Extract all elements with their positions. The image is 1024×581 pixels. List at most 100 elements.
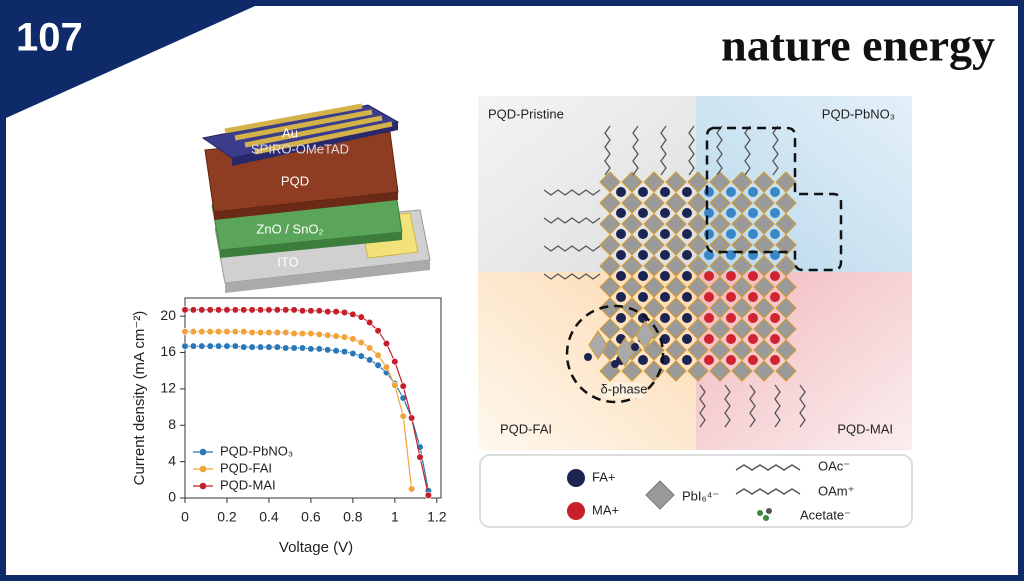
- cation: [770, 355, 780, 365]
- data-point: [240, 343, 248, 351]
- cation: [660, 208, 670, 218]
- legend-swatch: [199, 465, 207, 473]
- cation: [726, 208, 736, 218]
- cation: [638, 208, 648, 218]
- data-point: [340, 333, 349, 341]
- legend-swatch: [199, 448, 207, 456]
- octahedron: [643, 234, 665, 256]
- octahedron: [599, 297, 621, 319]
- octahedron: [599, 171, 621, 193]
- octahedron: [731, 318, 753, 340]
- cation: [748, 292, 758, 302]
- ligand-chain: [749, 384, 756, 428]
- delta-octahedron: [615, 337, 635, 367]
- octahedron: [665, 255, 687, 277]
- cation: [770, 292, 780, 302]
- octahedron: [687, 255, 709, 277]
- data-point: [324, 308, 332, 316]
- cation: [616, 208, 626, 218]
- cation: [748, 208, 758, 218]
- cation: [726, 313, 736, 323]
- data-point: [198, 306, 206, 314]
- cation: [616, 229, 626, 239]
- data-point: [290, 344, 298, 352]
- ligand-chain: [699, 384, 706, 428]
- data-point: [315, 307, 323, 315]
- data-point: [332, 308, 340, 316]
- data-point: [307, 307, 315, 315]
- octahedron: [753, 234, 775, 256]
- octahedron: [643, 339, 665, 361]
- ligand-chain: [772, 125, 779, 176]
- data-point: [357, 338, 365, 347]
- octahedron: [775, 360, 797, 382]
- cation: [748, 187, 758, 197]
- data-point: [340, 348, 349, 356]
- plot-frame: [184, 297, 442, 499]
- ligand-chain: [543, 245, 601, 252]
- data-point: [391, 381, 399, 389]
- octahedron: [621, 276, 643, 298]
- octahedron: [665, 276, 687, 298]
- octahedron: [709, 297, 731, 319]
- x-tick-label: 1.2: [427, 509, 447, 525]
- cation: [682, 313, 692, 323]
- cation: [704, 292, 714, 302]
- journal-name: nature energy: [721, 20, 995, 71]
- octahedron: [687, 297, 709, 319]
- cation: [726, 187, 736, 197]
- data-point: [416, 453, 424, 461]
- data-point: [181, 328, 189, 336]
- data-point: [349, 349, 357, 358]
- data-point: [206, 306, 214, 314]
- ligand-chain: [716, 125, 723, 176]
- y-tick-label: 16: [160, 343, 176, 359]
- data-point: [399, 412, 407, 420]
- data-point: [181, 342, 189, 350]
- data-point: [357, 352, 365, 360]
- y-tick-label: 20: [160, 307, 176, 323]
- data-point: [332, 347, 340, 355]
- octahedron: [709, 234, 731, 256]
- data-point: [214, 342, 223, 350]
- data-point: [332, 332, 340, 340]
- octahedron: [775, 234, 797, 256]
- legend-label: OAc⁻: [818, 458, 850, 473]
- cation: [682, 271, 692, 281]
- octahedron: [665, 171, 687, 193]
- data-point: [248, 343, 256, 351]
- octahedron: [775, 297, 797, 319]
- legend-label: PQD-PbNO₃: [220, 443, 293, 458]
- cation: [704, 334, 714, 344]
- octahedron: [775, 213, 797, 235]
- octahedron: [775, 339, 797, 361]
- octahedron: [731, 276, 753, 298]
- octahedron: [731, 171, 753, 193]
- y-tick-label: 12: [160, 380, 176, 396]
- data-point: [273, 343, 281, 351]
- cation: [660, 292, 670, 302]
- layer-label: ITO: [277, 254, 298, 269]
- layer-label: PQD: [281, 173, 309, 188]
- cation: [638, 355, 648, 365]
- data-point: [206, 342, 214, 350]
- data-point: [366, 344, 374, 352]
- octahedron: [665, 192, 687, 214]
- cation: [770, 229, 780, 239]
- octahedron: [775, 255, 797, 277]
- octahedron: [731, 360, 753, 382]
- legend-label: PbI₆⁴⁻: [682, 488, 719, 503]
- cation: [726, 292, 736, 302]
- cation: [616, 250, 626, 260]
- data-point: [206, 328, 214, 336]
- legend-label: Acetate⁻: [800, 507, 851, 522]
- octahedron: [643, 255, 665, 277]
- legend-label: PQD-FAI: [220, 460, 272, 475]
- data-point: [273, 328, 281, 337]
- octahedron: [599, 234, 621, 256]
- octahedron: [709, 192, 731, 214]
- badge: 107: [16, 16, 83, 60]
- octahedron: [643, 213, 665, 235]
